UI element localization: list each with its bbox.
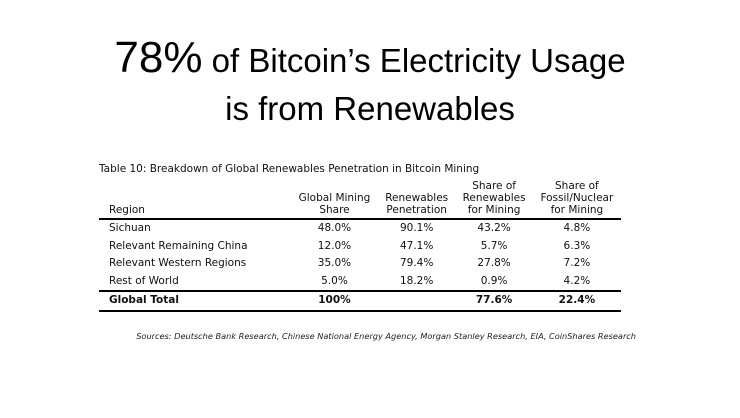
total-fossil-share: 22.4%: [558, 294, 596, 306]
row-fossil-share: 7.2%: [563, 257, 591, 269]
row-penetration: 47.1%: [399, 239, 434, 252]
total-label: Global Total: [109, 294, 179, 306]
row-renewables-share: 0.9%: [480, 274, 508, 287]
header-share-renewables: Share of Renewables for Mining: [462, 180, 526, 216]
table-row: Sichuan 48.0% 90.1% 43.2% 4.8%: [99, 219, 621, 238]
table-row: Relevant Western Regions 35.0% 79.4% 27.…: [99, 255, 621, 273]
row-region: Relevant Remaining China: [109, 239, 248, 252]
table-total-row: Global Total 100% 77.6% 22.4%: [99, 291, 621, 311]
total-global-share: 100%: [318, 294, 351, 306]
header-global-mining-share: Global Mining Share: [298, 192, 371, 216]
header-share-fossil-nuclear: Share of Fossil/Nuclear for Mining: [540, 180, 614, 216]
title-highlight: 78%: [114, 33, 203, 82]
renewables-table: Region Global Mining Share Renewables Pene…: [99, 180, 621, 312]
row-penetration: 79.4%: [399, 257, 434, 269]
title-line-2: is from Renewables: [225, 90, 515, 127]
title-line-1-text: of Bitcoin’s Electricity Usage: [202, 42, 626, 79]
total-renewables-share: 77.6%: [475, 294, 513, 306]
table-row: Relevant Remaining China 12.0% 47.1% 5.7…: [99, 238, 621, 256]
sources-note: Sources: Deutsche Bank Research, Chinese…: [136, 331, 636, 341]
row-fossil-share: 4.2%: [563, 274, 591, 287]
row-penetration: 18.2%: [399, 274, 434, 287]
row-region: Rest of World: [109, 274, 179, 287]
row-renewables-share: 43.2%: [477, 222, 511, 234]
row-global-share: 5.0%: [321, 274, 348, 287]
header-renewables-penetration: Renewables Penetration: [385, 192, 449, 216]
title-line-1: 78% of Bitcoin’s Electricity Usage: [0, 34, 740, 85]
header-region: Region: [109, 204, 145, 216]
total-penetration: [378, 291, 455, 311]
row-global-share: 48.0%: [317, 222, 352, 234]
row-region: Sichuan: [109, 222, 151, 234]
table-row: Rest of World 5.0% 18.2% 0.9% 4.2%: [99, 273, 621, 292]
slide-title: 78% of Bitcoin’s Electricity Usage is fr…: [0, 34, 740, 133]
row-global-share: 12.0%: [317, 239, 352, 252]
row-region: Relevant Western Regions: [109, 257, 247, 269]
row-penetration: 90.1%: [399, 222, 434, 234]
table-header-row: Region Global Mining Share Renewables Pene…: [99, 180, 621, 219]
row-renewables-share: 5.7%: [480, 239, 508, 252]
row-fossil-share: 4.8%: [563, 222, 591, 234]
row-fossil-share: 6.3%: [563, 239, 591, 252]
row-global-share: 35.0%: [317, 257, 352, 269]
table-caption: Table 10: Breakdown of Global Renewables…: [99, 163, 480, 175]
row-renewables-share: 27.8%: [477, 257, 511, 269]
